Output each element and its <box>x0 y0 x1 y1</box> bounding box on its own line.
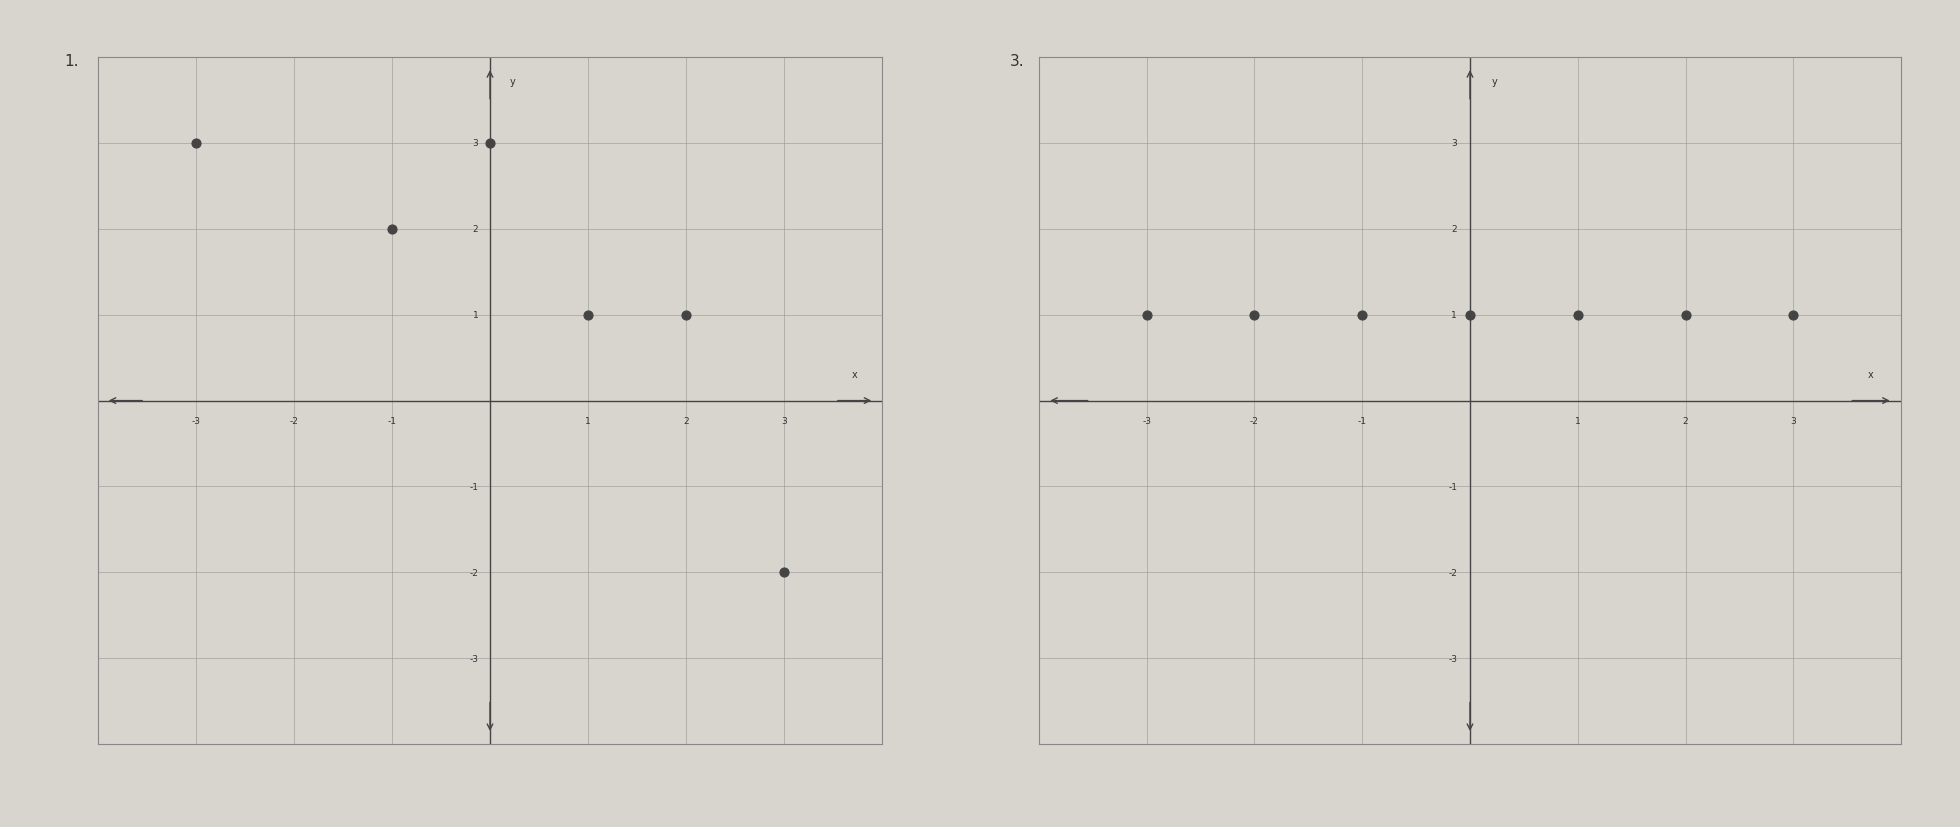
Text: 2: 2 <box>1452 225 1456 234</box>
Point <box>180 137 212 151</box>
Text: 1: 1 <box>1576 417 1580 426</box>
Text: -3: -3 <box>468 654 478 663</box>
Point <box>1454 308 1486 322</box>
Text: -1: -1 <box>1358 417 1366 426</box>
Text: y: y <box>510 77 515 87</box>
Text: y: y <box>1492 77 1497 87</box>
Text: 3: 3 <box>782 417 786 426</box>
Point <box>572 308 604 322</box>
Point <box>670 308 702 322</box>
Text: 1: 1 <box>586 417 590 426</box>
Point <box>1347 308 1378 322</box>
Point <box>376 222 408 237</box>
Point <box>1239 308 1270 322</box>
Text: 3: 3 <box>1450 139 1456 148</box>
Text: 2: 2 <box>472 225 478 234</box>
Point <box>1670 308 1701 322</box>
Text: 3: 3 <box>1791 417 1795 426</box>
Text: -2: -2 <box>468 568 478 577</box>
Point <box>1131 308 1162 322</box>
Point <box>474 137 506 151</box>
Text: -2: -2 <box>1250 417 1258 426</box>
Text: -1: -1 <box>1448 482 1456 491</box>
Text: -1: -1 <box>388 417 396 426</box>
Text: 2: 2 <box>1684 417 1688 426</box>
Text: 1: 1 <box>1450 311 1456 320</box>
Text: -3: -3 <box>1448 654 1456 663</box>
Point <box>1562 308 1593 322</box>
Text: -3: -3 <box>1143 417 1151 426</box>
Point <box>768 566 800 579</box>
Text: -2: -2 <box>290 417 298 426</box>
Text: 2: 2 <box>684 417 688 426</box>
Text: x: x <box>1868 370 1874 380</box>
Text: -2: -2 <box>1448 568 1456 577</box>
Text: x: x <box>853 370 857 380</box>
Text: 1.: 1. <box>65 55 78 69</box>
Text: 3: 3 <box>472 139 478 148</box>
Text: 1: 1 <box>472 311 478 320</box>
Text: -1: -1 <box>468 482 478 491</box>
Text: 3.: 3. <box>1009 55 1023 69</box>
Point <box>1778 308 1809 322</box>
Text: -3: -3 <box>192 417 200 426</box>
